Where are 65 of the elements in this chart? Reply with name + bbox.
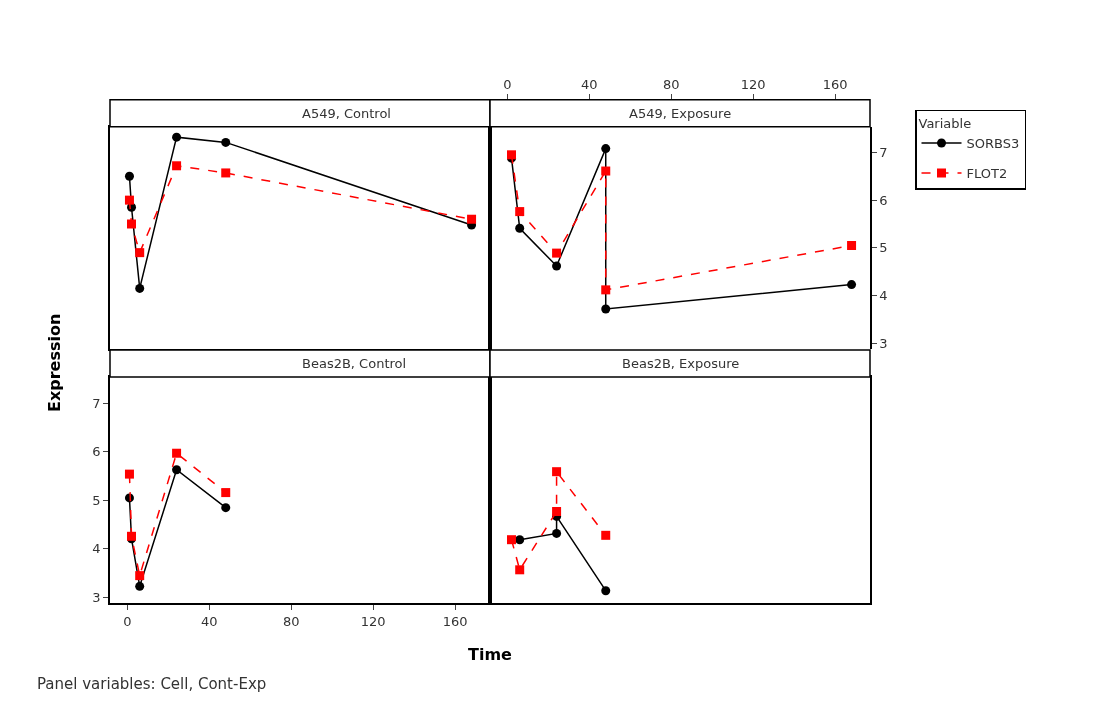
- point: [552, 507, 562, 517]
- y-tick-label: 7: [879, 144, 888, 160]
- point: [552, 261, 562, 271]
- point: [601, 144, 611, 154]
- point: [847, 240, 857, 250]
- x-tick-label: 80: [283, 613, 300, 629]
- point: [135, 571, 145, 581]
- x-tick-label: 80: [663, 76, 680, 92]
- point: [124, 469, 134, 479]
- x-tick-label: 160: [822, 76, 848, 92]
- point: [515, 565, 525, 575]
- point: [135, 283, 145, 293]
- y-tick-label: 5: [879, 240, 888, 256]
- point: [127, 219, 137, 229]
- x-tick-label: 160: [442, 613, 468, 629]
- point: [552, 248, 562, 258]
- x-tick-label: 40: [581, 76, 598, 92]
- point: [507, 535, 517, 545]
- point: [515, 535, 525, 545]
- chart-title: Beas2B, Exposure: [622, 356, 740, 371]
- point: [221, 488, 231, 498]
- point: [124, 171, 134, 181]
- point: [135, 248, 145, 258]
- x-tick-label: 0: [503, 76, 512, 92]
- point: [552, 528, 562, 538]
- y-tick-label: 3: [92, 590, 101, 606]
- point: [601, 304, 611, 314]
- x-tick-label: 40: [201, 613, 218, 629]
- y-tick-label: 6: [879, 192, 888, 208]
- point: [172, 132, 182, 142]
- x-tick-label: 0: [123, 613, 132, 629]
- chart-title: A549, Control: [302, 106, 391, 121]
- point: [135, 581, 145, 591]
- point: [847, 280, 857, 290]
- y-axis-title: Expression: [45, 313, 65, 412]
- text: Panel variables: Cell, Cont-Exp: [37, 675, 267, 693]
- legend-label: FLOT2: [966, 166, 1008, 182]
- x-tick-label: 120: [360, 613, 386, 629]
- point: [552, 467, 562, 477]
- chart-title: A549, Exposure: [629, 106, 732, 121]
- point: [221, 137, 231, 147]
- y-tick-label: 3: [879, 335, 888, 351]
- point: [601, 285, 611, 295]
- legend-title: Variable: [918, 116, 972, 132]
- point: [172, 448, 182, 458]
- point: [601, 166, 611, 176]
- point: [601, 586, 611, 596]
- point: [221, 168, 231, 178]
- point: [515, 223, 525, 233]
- x-axis-title: Time: [468, 645, 513, 664]
- y-tick-label: 4: [92, 541, 101, 557]
- y-tick-label: 7: [92, 395, 101, 411]
- legend-label: SORBS3: [966, 136, 1020, 152]
- chart-title: Beas2B, Control: [302, 356, 407, 371]
- y-tick-label: 6: [92, 444, 101, 460]
- point: [124, 195, 134, 205]
- point: [172, 465, 182, 475]
- point: [515, 207, 525, 217]
- x-tick-label: 120: [740, 76, 766, 92]
- y-tick-label: 5: [92, 492, 101, 508]
- point: [221, 503, 231, 513]
- point: [601, 530, 611, 540]
- point: [467, 214, 477, 224]
- point: [172, 161, 182, 171]
- y-tick-label: 4: [879, 288, 888, 304]
